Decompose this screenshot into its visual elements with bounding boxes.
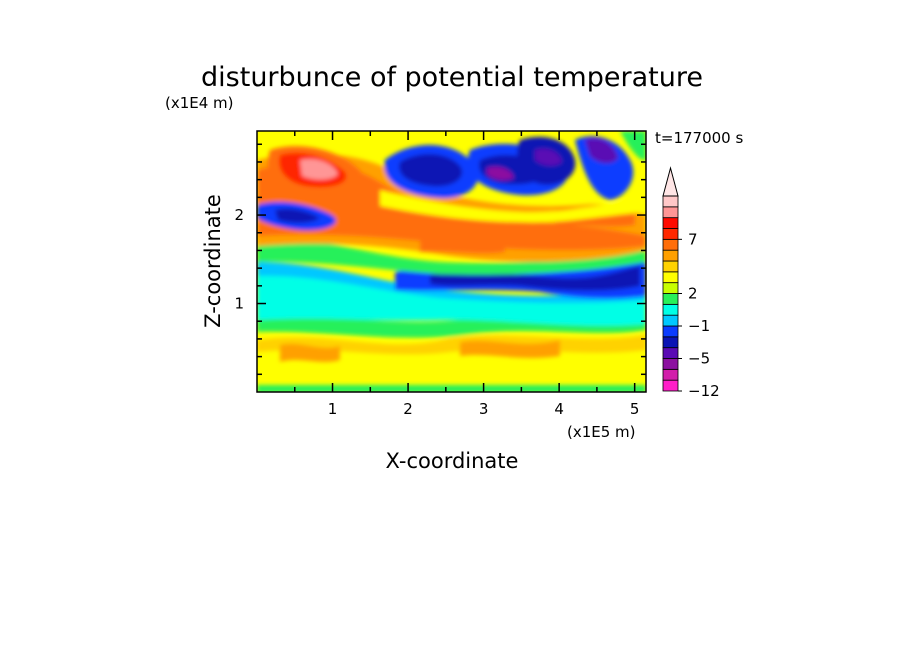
x-tick-label: 2 — [403, 400, 413, 418]
colorbar-swatch — [662, 314, 679, 327]
x-unit-label: (x1E5 m) — [567, 423, 636, 441]
plot-frame — [256, 130, 647, 393]
x-tick-label: 1 — [328, 400, 338, 418]
colorbar-swatch — [662, 249, 679, 262]
colorbar-swatch — [662, 358, 679, 370]
colorbar-swatch — [662, 260, 679, 273]
x-tick-label: 4 — [554, 400, 564, 418]
colorbar-swatch — [662, 282, 679, 294]
colorbar-swatch — [662, 206, 679, 219]
colorbar-swatch — [662, 238, 679, 251]
colorbar-label: −1 — [688, 317, 710, 335]
colorbar-swatch — [662, 303, 679, 316]
colorbar-label: −5 — [688, 350, 710, 368]
colorbar-swatch — [662, 271, 679, 284]
colorbar-swatch — [662, 379, 679, 392]
colorbar-swatch — [662, 217, 679, 229]
x-tick-label: 3 — [479, 400, 489, 418]
colorbar-labels: 7 2 −1 −5 −12 — [678, 230, 720, 400]
colorbar-swatch — [662, 195, 679, 208]
time-label: t=177000 s — [655, 129, 743, 147]
y-tick-label: 1 — [234, 295, 244, 313]
colorbar-swatch — [662, 293, 679, 305]
colorbar-swatch — [662, 368, 679, 381]
ticks — [257, 131, 646, 392]
colorbar-arrow — [662, 166, 679, 197]
colorbar-label: 7 — [688, 230, 698, 248]
y-tick-labels: 12 — [234, 206, 244, 312]
colorbar — [662, 166, 679, 392]
x-axis-title: X-coordinate — [386, 449, 519, 473]
y-unit-label: (x1E4 m) — [165, 94, 234, 112]
colorbar-label: −12 — [688, 382, 720, 400]
x-tick-labels: 1 2 3 4 5 — [328, 400, 640, 418]
y-axis-title: Z-coordinate — [201, 194, 225, 328]
colorbar-label: 2 — [688, 285, 698, 303]
colorbar-swatch — [662, 228, 679, 240]
y-tick-label: 2 — [234, 206, 244, 224]
contour-field — [257, 131, 646, 392]
colorbar-swatch — [662, 336, 679, 349]
chart-title: disturbunce of potential temperature — [201, 62, 703, 93]
colorbar-swatch — [662, 347, 679, 359]
colorbar-swatch — [662, 325, 679, 338]
x-tick-label: 5 — [630, 400, 640, 418]
